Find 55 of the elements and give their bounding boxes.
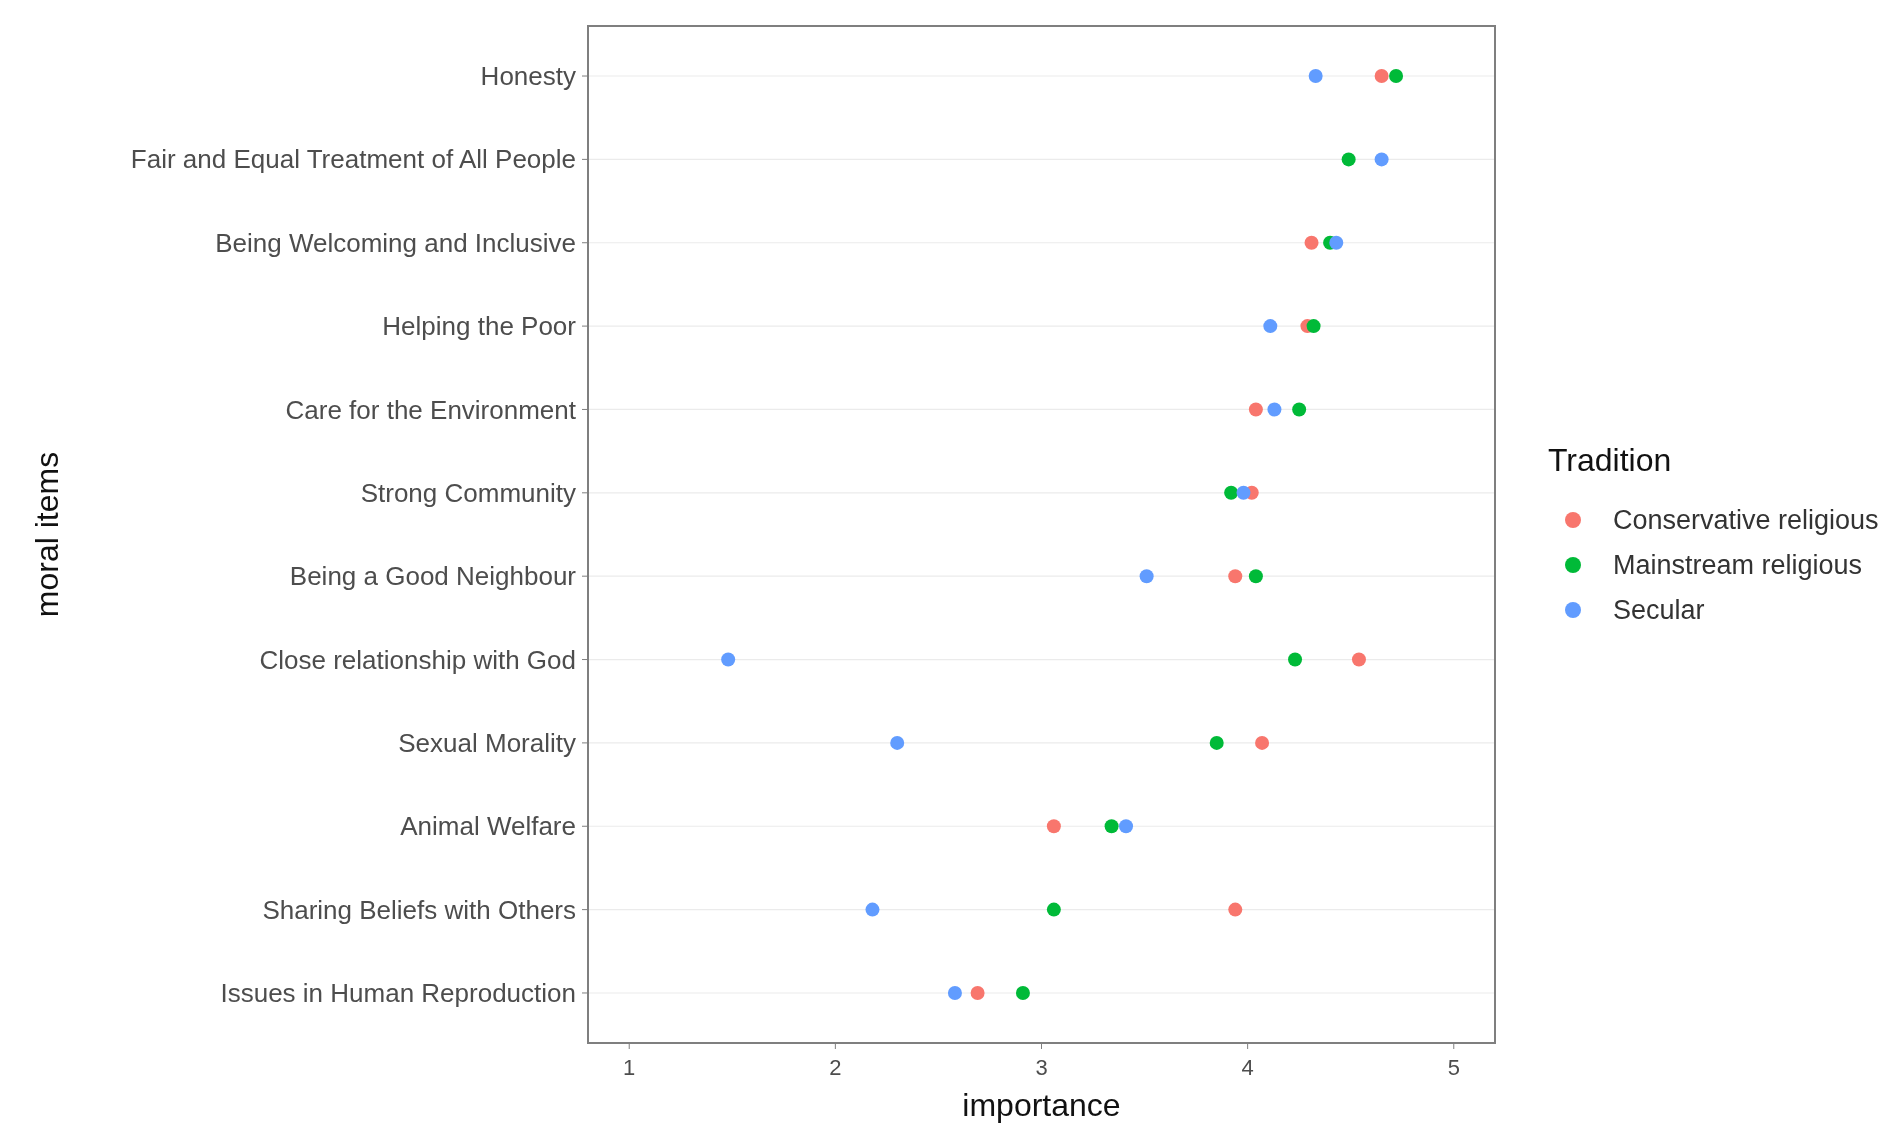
- point: [1389, 69, 1404, 84]
- point: [1228, 902, 1243, 917]
- point: [1288, 652, 1303, 667]
- point: [1248, 402, 1263, 417]
- y-tick-label: Sharing Beliefs with Others: [262, 894, 576, 925]
- point: [970, 985, 985, 1000]
- legend-label: Mainstream religious: [1613, 550, 1863, 581]
- point: [1341, 152, 1356, 167]
- y-tick-label: Strong Community: [360, 477, 576, 508]
- legend-label: Secular: [1613, 595, 1705, 626]
- point: [890, 735, 905, 750]
- y-tick-label: Close relationship with God: [259, 644, 576, 675]
- y-tick-label: Helping the Poor: [382, 311, 577, 342]
- point: [1228, 569, 1243, 584]
- point: [947, 985, 962, 1000]
- y-tick-label: Care for the Environment: [285, 394, 577, 425]
- x-tick-label: 2: [829, 1055, 842, 1080]
- y-tick-label: Sexual Morality: [398, 728, 576, 758]
- point: [1374, 69, 1389, 84]
- y-tick-label: Fair and Equal Treatment of All People: [130, 144, 576, 175]
- legend-title: Tradition: [1548, 442, 1672, 478]
- point: [1304, 235, 1319, 250]
- x-tick-label: 3: [1035, 1055, 1048, 1080]
- x-axis-title: importance: [962, 1087, 1121, 1123]
- point: [1224, 485, 1239, 500]
- y-tick-label: Being a Good Neighbour: [289, 561, 577, 592]
- x-tick-label: 1: [623, 1055, 636, 1080]
- x-tick-label: 5: [1447, 1055, 1460, 1080]
- y-axis-title: moral items: [29, 451, 65, 618]
- point: [865, 902, 880, 917]
- point: [1306, 319, 1321, 334]
- x-tick-label: 4: [1241, 1055, 1254, 1080]
- y-tick-label: Honesty: [480, 61, 576, 92]
- point: [1015, 985, 1030, 1000]
- point: [1255, 735, 1270, 750]
- point: [721, 652, 736, 667]
- point: [1263, 319, 1278, 334]
- point: [1267, 402, 1282, 417]
- point: [1104, 819, 1119, 834]
- y-tick-label: Being Welcoming and Inclusive: [215, 227, 576, 258]
- point: [1236, 485, 1251, 500]
- point: [1046, 902, 1061, 917]
- point: [1308, 69, 1323, 84]
- y-tick-label: Issues in Human Reproduction: [220, 978, 576, 1009]
- y-tick-label: Animal Welfare: [400, 811, 576, 842]
- point: [1374, 152, 1389, 167]
- point: [1329, 235, 1344, 250]
- point: [1119, 819, 1134, 834]
- point: [1248, 569, 1263, 584]
- point: [1139, 569, 1154, 584]
- point: [1046, 819, 1061, 834]
- point: [1209, 735, 1224, 750]
- point: [1351, 652, 1366, 667]
- point: [1292, 402, 1307, 417]
- legend-label: Conservative religious: [1613, 505, 1879, 536]
